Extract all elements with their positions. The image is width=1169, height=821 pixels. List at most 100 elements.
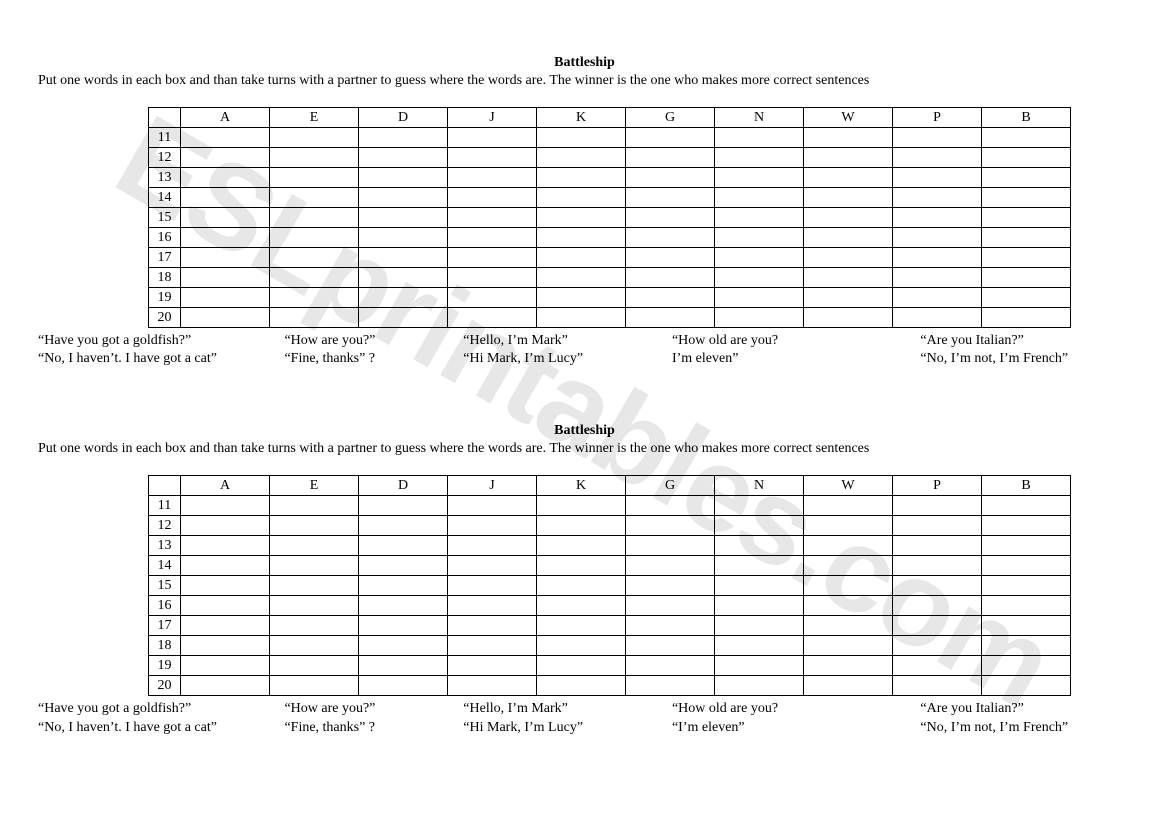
grid-row-label: 17 (149, 616, 181, 636)
grid-cell (982, 168, 1071, 188)
grid-cell (626, 168, 715, 188)
grid-cell (537, 596, 626, 616)
grid-cell (804, 676, 893, 696)
grid-cell (270, 148, 359, 168)
grid-cell (537, 676, 626, 696)
grid-cell (804, 168, 893, 188)
grid-cell (626, 188, 715, 208)
grid-cell (982, 248, 1071, 268)
grid-cell (448, 516, 537, 536)
grid-row: 17 (149, 248, 1071, 268)
grid-cell (537, 288, 626, 308)
grid-row: 13 (149, 168, 1071, 188)
page-content: Battleship Put one words in each box and… (0, 0, 1169, 812)
sentence-answer: “Fine, thanks” ? (284, 719, 463, 737)
grid-cell (270, 656, 359, 676)
grid-cell (715, 248, 804, 268)
grid-cell (626, 228, 715, 248)
grid-cell (893, 656, 982, 676)
grid-cell (181, 656, 270, 676)
grid-row-label: 15 (149, 208, 181, 228)
worksheet-title: Battleship (30, 423, 1139, 439)
grid-col-header: E (270, 476, 359, 496)
sentence-pair: “Have you got a goldfish?” “No, I haven’… (38, 332, 284, 368)
grid-cell (270, 596, 359, 616)
grid-cell (626, 556, 715, 576)
grid-cell (270, 188, 359, 208)
grid-corner-cell (149, 108, 181, 128)
grid-cell (448, 636, 537, 656)
grid-cell (715, 188, 804, 208)
grid-cell (537, 148, 626, 168)
grid-cell (359, 128, 448, 148)
worksheet-block-2: Battleship Put one words in each box and… (30, 423, 1139, 736)
grid-cell (715, 208, 804, 228)
worksheet-block-1: Battleship Put one words in each box and… (30, 55, 1139, 368)
grid-col-header: W (804, 476, 893, 496)
grid-row-label: 16 (149, 596, 181, 616)
grid-cell (982, 676, 1071, 696)
grid-cell (270, 636, 359, 656)
grid-cell (537, 208, 626, 228)
sentence-pair: “Hello, I’m Mark” “Hi Mark, I’m Lucy” (463, 332, 672, 368)
grid-row-label: 19 (149, 288, 181, 308)
grid-cell (982, 208, 1071, 228)
sentence-pair: “Hello, I’m Mark” “Hi Mark, I’m Lucy” (463, 700, 672, 736)
grid-row-label: 12 (149, 516, 181, 536)
grid-cell (715, 616, 804, 636)
grid-cell (893, 636, 982, 656)
sentence-examples: “Have you got a goldfish?” “No, I haven’… (30, 700, 1139, 736)
grid-cell (715, 268, 804, 288)
grid-cell (893, 536, 982, 556)
grid-row-label: 12 (149, 148, 181, 168)
grid-cell (359, 228, 448, 248)
grid-header-row: A E D J K G N W P B (149, 108, 1071, 128)
grid-cell (359, 308, 448, 328)
grid-cell (626, 308, 715, 328)
grid-cell (893, 676, 982, 696)
sentence-question: “Are you Italian?” (920, 700, 1139, 718)
grid-cell (537, 248, 626, 268)
grid-row: 14 (149, 188, 1071, 208)
grid-cell (181, 208, 270, 228)
grid-cell (982, 288, 1071, 308)
grid-cell (537, 616, 626, 636)
grid-cell (715, 516, 804, 536)
grid-cell (626, 536, 715, 556)
sentence-answer: “No, I’m not, I’m French” (920, 719, 1139, 737)
sentence-answer: “Hi Mark, I’m Lucy” (463, 350, 672, 368)
grid-row: 12 (149, 516, 1071, 536)
grid-cell (537, 188, 626, 208)
grid-cell (626, 676, 715, 696)
battleship-grid: A E D J K G N W P B 11 12 13 14 15 16 17… (148, 107, 1071, 328)
grid-cell (715, 536, 804, 556)
grid-cell (448, 308, 537, 328)
grid-col-header: A (181, 108, 270, 128)
grid-col-header: J (448, 108, 537, 128)
grid-col-header: K (537, 108, 626, 128)
grid-cell (893, 188, 982, 208)
sentence-answer: “Fine, thanks” ? (284, 350, 463, 368)
grid-cell (448, 576, 537, 596)
grid-cell (804, 556, 893, 576)
grid-row: 19 (149, 288, 1071, 308)
grid-cell (626, 616, 715, 636)
grid-cell (359, 636, 448, 656)
grid-cell (804, 248, 893, 268)
grid-col-header: G (626, 476, 715, 496)
grid-cell (359, 516, 448, 536)
grid-cell (270, 248, 359, 268)
grid-cell (270, 556, 359, 576)
sentence-answer: “Hi Mark, I’m Lucy” (463, 719, 672, 737)
sentence-question: “Have you got a goldfish?” (38, 700, 284, 718)
grid-row: 11 (149, 496, 1071, 516)
sentence-answer: “No, I haven’t. I have got a cat” (38, 719, 284, 737)
grid-cell (537, 556, 626, 576)
grid-cell (626, 496, 715, 516)
grid-cell (715, 576, 804, 596)
grid-row-label: 15 (149, 576, 181, 596)
grid-cell (270, 576, 359, 596)
grid-cell (270, 268, 359, 288)
sentence-question: “Hello, I’m Mark” (463, 332, 672, 350)
grid-cell (537, 308, 626, 328)
